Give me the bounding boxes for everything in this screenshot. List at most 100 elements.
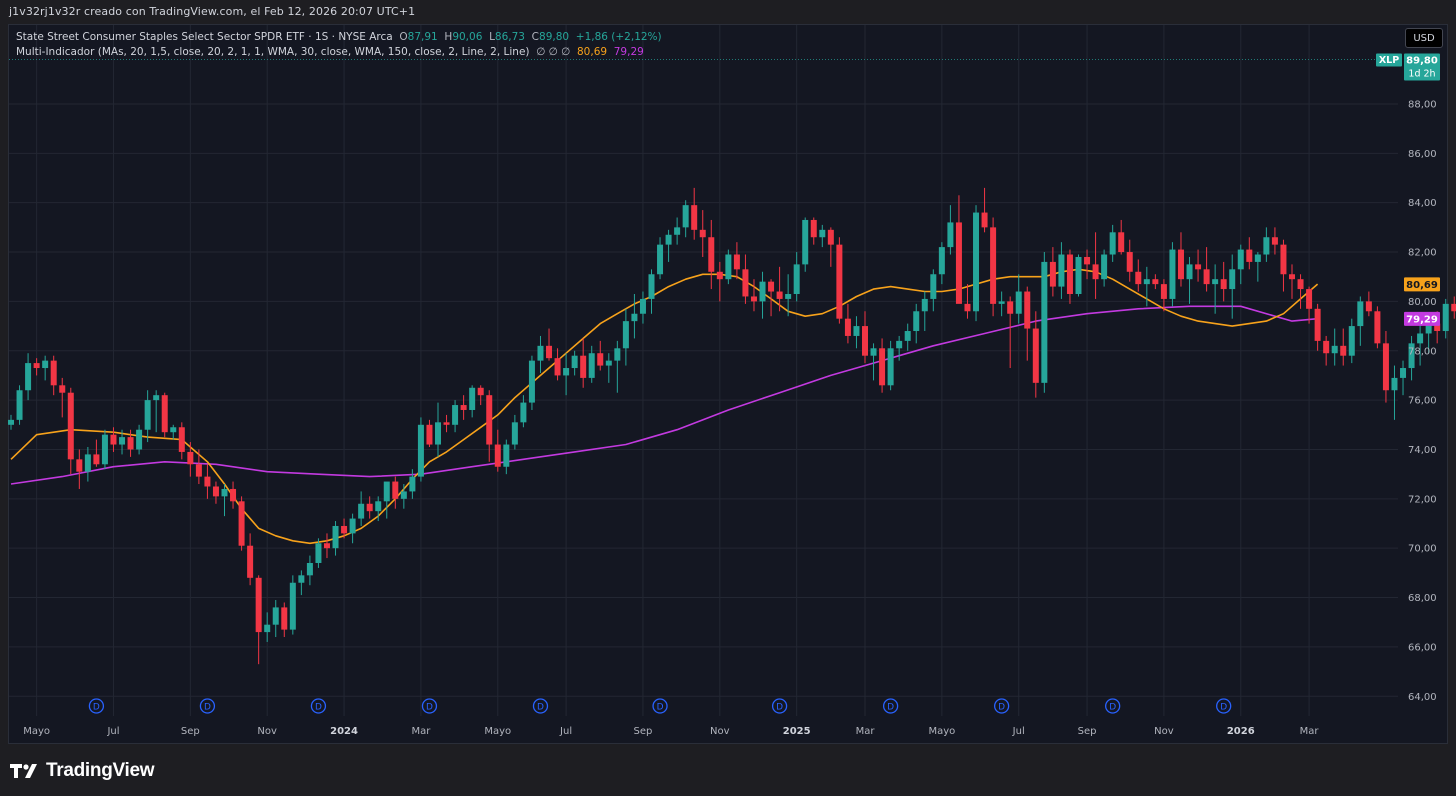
chart-panel[interactable]: [8, 24, 1448, 744]
dividend-marker[interactable]: D: [1216, 698, 1232, 714]
candle: [844, 303, 851, 344]
candle: [477, 385, 484, 406]
candle: [528, 355, 535, 410]
candle-body: [520, 402, 527, 423]
candle: [1203, 247, 1210, 292]
candle-body: [255, 577, 262, 633]
candle: [1408, 335, 1415, 381]
candle: [716, 261, 723, 302]
dividend-letter: D: [204, 703, 211, 713]
candle: [443, 414, 450, 433]
candle: [887, 340, 894, 391]
candle: [511, 414, 518, 450]
candle-body: [1143, 279, 1150, 285]
dividend-marker[interactable]: D: [771, 698, 788, 714]
candle: [520, 395, 527, 428]
tradingview-logo-icon: [10, 764, 37, 778]
candle: [161, 392, 168, 438]
chart-grid: [9, 25, 1398, 716]
candle-body: [580, 355, 587, 378]
candle-body: [657, 244, 664, 275]
candle: [639, 291, 646, 324]
candle-body: [1289, 274, 1295, 280]
candle: [990, 217, 997, 317]
dividend-marker[interactable]: D: [1105, 698, 1121, 714]
candle: [281, 602, 288, 638]
close-value: 89,80: [539, 31, 570, 43]
candle-body: [955, 222, 962, 304]
open-label: O: [399, 31, 408, 43]
candle-body: [733, 254, 740, 270]
candle-body: [793, 264, 800, 294]
candle-body: [998, 301, 1005, 304]
candle-body: [913, 311, 920, 332]
dividend-marker[interactable]: D: [310, 698, 327, 714]
candle: [725, 249, 732, 285]
dividend-d-icon: [882, 698, 899, 714]
candle: [1263, 227, 1270, 262]
candle-body: [571, 355, 578, 369]
candle: [776, 266, 783, 312]
candle: [1118, 219, 1125, 255]
dividend-marker[interactable]: D: [993, 698, 1010, 714]
candle: [221, 484, 228, 517]
time-tick-label: Sep: [1078, 726, 1097, 737]
candle: [127, 429, 134, 457]
candle-body: [1066, 254, 1073, 294]
candle-body: [1263, 237, 1270, 255]
candle: [998, 291, 1005, 317]
dividend-marker[interactable]: D: [421, 698, 438, 714]
candle-body: [853, 326, 860, 336]
candle: [708, 219, 715, 290]
candle-body: [409, 476, 416, 492]
dividend-d-icon: [199, 698, 216, 714]
candle-body: [1365, 301, 1372, 312]
dividend-marker[interactable]: D: [199, 698, 216, 714]
candle: [1382, 331, 1389, 403]
candle: [657, 237, 664, 280]
time-axis: Mayo Jul Sep Nov 2024 Mar Mayo Jul Sep Nov 2025 Mar…: [23, 726, 1319, 737]
open-value: 87,91: [407, 31, 438, 43]
candle-body: [588, 353, 595, 378]
price-tick-label: 64,00: [1408, 692, 1437, 703]
candle: [1417, 323, 1424, 366]
candle: [1015, 274, 1022, 324]
footer: [0, 744, 1456, 796]
dividend-letter: D: [1109, 703, 1116, 713]
candle-body: [1212, 279, 1219, 285]
time-tick-label: 2025: [783, 726, 811, 737]
candle: [247, 533, 254, 586]
candle-body: [870, 348, 877, 356]
candle: [212, 481, 219, 504]
price-tick-label: 86,00: [1408, 149, 1437, 160]
candle: [1092, 232, 1099, 299]
tradingview-logo[interactable]: TradingView: [10, 760, 155, 782]
candle: [827, 227, 834, 267]
candle: [272, 600, 279, 638]
candle-body: [332, 525, 339, 549]
candle: [460, 395, 467, 420]
candle-body: [1229, 269, 1236, 290]
symbol-title[interactable]: State Street Consumer Staples Select Sec…: [16, 31, 393, 43]
candle-body: [1348, 326, 1355, 356]
candle: [452, 400, 459, 433]
candle-body: [1280, 244, 1287, 275]
candle-body: [802, 219, 809, 265]
candle-body: [1160, 284, 1167, 299]
dividend-marker[interactable]: D: [88, 698, 105, 714]
candle: [76, 449, 83, 489]
dividend-marker[interactable]: D: [652, 698, 668, 714]
candle-body: [178, 427, 185, 452]
candle: [25, 353, 32, 401]
candle: [349, 513, 356, 544]
currency-button[interactable]: USD: [1405, 28, 1443, 48]
dividend-marker[interactable]: D: [882, 698, 899, 714]
symbol-legend-row: State Street Consumer Staples Select Sec…: [16, 30, 662, 45]
indicator-title[interactable]: Multi-Indicador (MAs, 20, 1,5, close, 20…: [16, 46, 530, 58]
candle: [1254, 252, 1261, 282]
dividend-marker[interactable]: D: [532, 698, 549, 714]
candle-body: [511, 422, 518, 445]
candle: [938, 242, 945, 285]
candle: [1451, 296, 1456, 319]
